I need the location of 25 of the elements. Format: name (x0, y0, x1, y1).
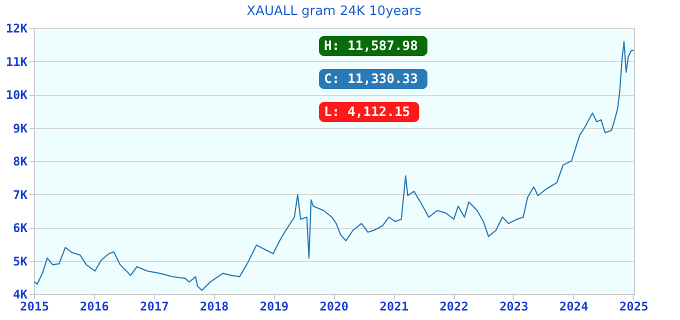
y-tick-label: 4K (13, 288, 28, 302)
x-tick-label: 2020 (320, 300, 349, 314)
y-tick-label: 5K (13, 254, 28, 268)
y-tick-label: 11K (6, 54, 28, 69)
y-tick-label: 6K (13, 221, 28, 235)
y-tick-label: 7K (13, 188, 28, 202)
x-tick-label: 2022 (440, 300, 468, 314)
annotation: C: 11,330.33 (324, 72, 418, 87)
x-tick-label: 2024 (559, 300, 588, 314)
y-tick-label: 9K (13, 121, 28, 136)
x-tick-label: 2019 (260, 300, 289, 314)
x-tick-label: 2017 (140, 300, 169, 314)
line-series (33, 41, 634, 291)
chart-title: XAUALL gram 24K 10years (246, 4, 422, 19)
y-tick-label: 10K (6, 88, 28, 102)
x-tick-label: 2021 (380, 300, 409, 314)
x-tick-label: 2025 (619, 300, 648, 314)
x-tick-label: 2023 (499, 300, 528, 314)
x-tick-label: 2016 (80, 300, 109, 314)
y-tick-label: 8K (13, 154, 28, 168)
y-tick-label: 12K (6, 22, 28, 36)
x-tick-label: 2018 (200, 300, 229, 314)
annotation: H: 11,587.98 (324, 39, 418, 54)
annotation: L: 4,112.15 (324, 105, 410, 120)
x-tick-label: 2015 (20, 300, 49, 314)
